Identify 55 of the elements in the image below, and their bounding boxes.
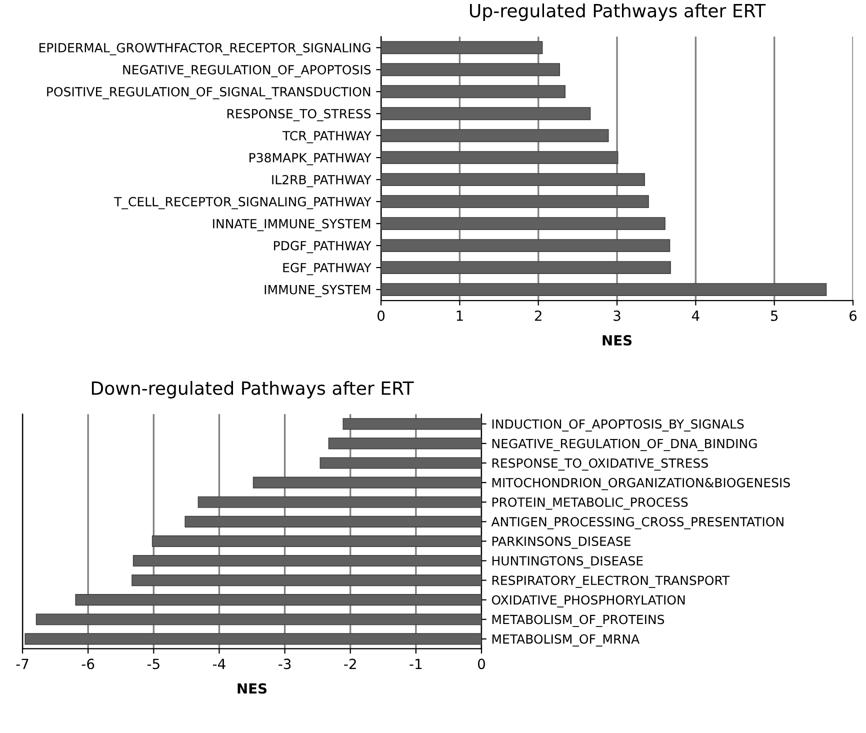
y-tick-label: IL2RB_PATHWAY: [272, 174, 372, 188]
y-tick-label: PROTEIN_METABOLIC_PROCESS: [492, 497, 688, 510]
bar: [381, 239, 670, 252]
y-tick-label: PARKINSONS_DISEASE: [492, 536, 630, 549]
y-tick-label: RESPONSE_TO_STRESS: [227, 108, 371, 122]
y-tick-label: EPIDERMAL_GROWTHFACTOR_RECEPTOR_SIGNALING: [39, 43, 370, 56]
y-tick-label: P38MAPK_PATHWAY: [250, 152, 372, 166]
bar: [381, 195, 649, 208]
y-tick-label: ANTIGEN_PROCESSING_CROSS_PRESENTATION: [491, 517, 784, 530]
x-tick-label: 4: [692, 310, 700, 321]
x-tick-label: 1: [456, 310, 463, 321]
bar: [381, 217, 666, 230]
bar: [381, 283, 827, 296]
x-tick-label: 6: [850, 310, 857, 322]
bar: [381, 261, 671, 274]
x-tick-label: 3: [614, 310, 620, 322]
y-tick-label: NEGATIVE_REGULATION_OF_DNA_BINDING: [492, 438, 757, 452]
y-tick-label: METABOLISM_OF_MRNA: [492, 634, 640, 647]
y-tick-label: HUNTINGTONS_DISEASE: [492, 556, 643, 568]
y-tick-label: PDGF_PATHWAY: [274, 240, 372, 254]
x-tick-label: 2: [534, 310, 542, 321]
y-tick-label: IMMUNE_SYSTEM: [264, 284, 370, 298]
bar: [381, 41, 543, 54]
x-axis-title: NES: [602, 335, 632, 346]
y-tick-label: METABOLISM_OF_PROTEINS: [492, 614, 664, 627]
bar: [381, 63, 560, 76]
x-tick-label: 0: [478, 658, 485, 670]
y-tick-label: EGF_PATHWAY: [283, 262, 372, 276]
x-tick-label: 0: [378, 310, 385, 322]
bar: [381, 129, 609, 142]
x-tick-label: -4: [212, 658, 226, 669]
x-tick-label: -2: [344, 658, 356, 669]
y-tick-label: T_CELL_RECEPTOR_SIGNALING_PATHWAY: [114, 196, 372, 210]
y-tick-label: RESPIRATORY_ELECTRON_TRANSPORT: [492, 576, 730, 588]
x-tick-label: -7: [16, 658, 28, 669]
chart-title: Up-regulated Pathways after ERT: [470, 3, 766, 21]
bar: [381, 151, 618, 164]
chart-title: Down-regulated Pathways after ERT: [92, 380, 414, 398]
y-tick-label: INNATE_IMMUNE_SYSTEM: [213, 218, 370, 232]
x-axis-title: NES: [238, 683, 267, 694]
y-tick-label: RESPONSE_TO_OXIDATIVE_STRESS: [492, 458, 708, 471]
y-tick-label: MITOCHONDRION_ORGANIZATION&BIOGENESIS: [492, 478, 790, 490]
bar: [381, 173, 645, 186]
x-tick-label: -3: [278, 658, 291, 670]
x-tick-label: 5: [771, 310, 778, 322]
y-tick-label: TCR_PATHWAY: [282, 130, 372, 144]
x-tick-label: -5: [147, 658, 160, 670]
y-tick-label: NEGATIVE_REGULATION_OF_APOPTOSIS: [123, 64, 371, 78]
y-tick-label: OXIDATIVE_PHOSPHORYLATION: [492, 595, 685, 608]
bar: [381, 107, 591, 120]
y-tick-label: POSITIVE_REGULATION_OF_SIGNAL_TRANSDUCTION: [47, 86, 370, 100]
y-tick-label: INDUCTION_OF_APOPTOSIS_BY_SIGNALS: [492, 419, 744, 432]
bar: [381, 85, 566, 98]
x-tick-label: -1: [410, 658, 422, 669]
x-tick-label: -6: [82, 658, 94, 670]
